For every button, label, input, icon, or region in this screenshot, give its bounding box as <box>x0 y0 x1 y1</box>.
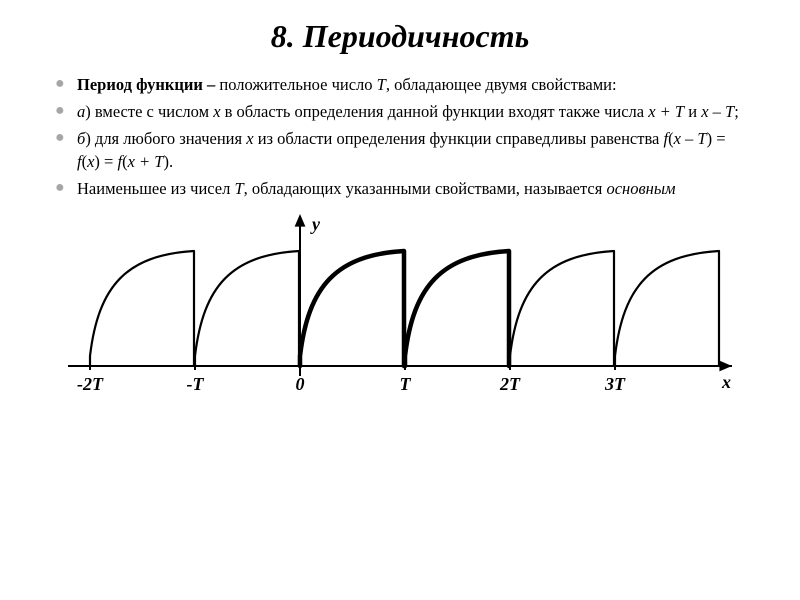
t: x – T <box>701 102 734 121</box>
t: основным <box>606 179 675 198</box>
t: в область определения данной функции вхо… <box>221 102 649 121</box>
t: положительное число <box>219 75 376 94</box>
svg-text:-2T: -2T <box>77 374 104 394</box>
bullet-list: Период функции – положительное число T, … <box>55 73 745 200</box>
t: из области определения функции справедли… <box>254 129 664 148</box>
svg-text:-T: -T <box>187 374 205 394</box>
t: ) = <box>94 152 117 171</box>
t: Наименьшее из чисел <box>77 179 234 198</box>
slide-title: 8. Периодичность <box>55 18 745 55</box>
periodic-function-chart: y x -2T -T 0 T 2T 3T <box>60 206 740 416</box>
svg-text:x: x <box>721 372 731 392</box>
bullet-3: б) для любого значения x из области опре… <box>55 127 745 173</box>
bullet-1: Период функции – положительное число T, … <box>55 73 745 96</box>
svg-text:T: T <box>400 374 412 394</box>
bullet-1-lead: Период функции – <box>77 75 219 94</box>
t: , обладающее двумя свойствами: <box>386 75 617 94</box>
t: x <box>213 102 220 121</box>
svg-text:2T: 2T <box>499 374 521 394</box>
svg-text:0: 0 <box>296 374 305 394</box>
bullet-2: а) вместе с числом x в область определен… <box>55 100 745 123</box>
svg-text:3T: 3T <box>604 374 626 394</box>
chart-container: y x -2T -T 0 T 2T 3T <box>55 206 745 416</box>
t: x <box>246 129 253 148</box>
t: и <box>684 102 701 121</box>
t: T <box>377 75 386 94</box>
t: ) вместе с числом <box>85 102 213 121</box>
t: T <box>234 179 243 198</box>
t: а <box>77 102 85 121</box>
t: , обладающих указанными свойствами, назы… <box>244 179 607 198</box>
t: x + T <box>128 152 164 171</box>
t: ; <box>734 102 739 121</box>
bullet-4: Наименьшее из чисел T, обладающих указан… <box>55 177 745 200</box>
svg-text:y: y <box>310 214 321 234</box>
t: ). <box>163 152 173 171</box>
t: x – T <box>674 129 707 148</box>
t: ) = <box>707 129 726 148</box>
t: x + T <box>648 102 684 121</box>
t: ) для любого значения <box>85 129 246 148</box>
